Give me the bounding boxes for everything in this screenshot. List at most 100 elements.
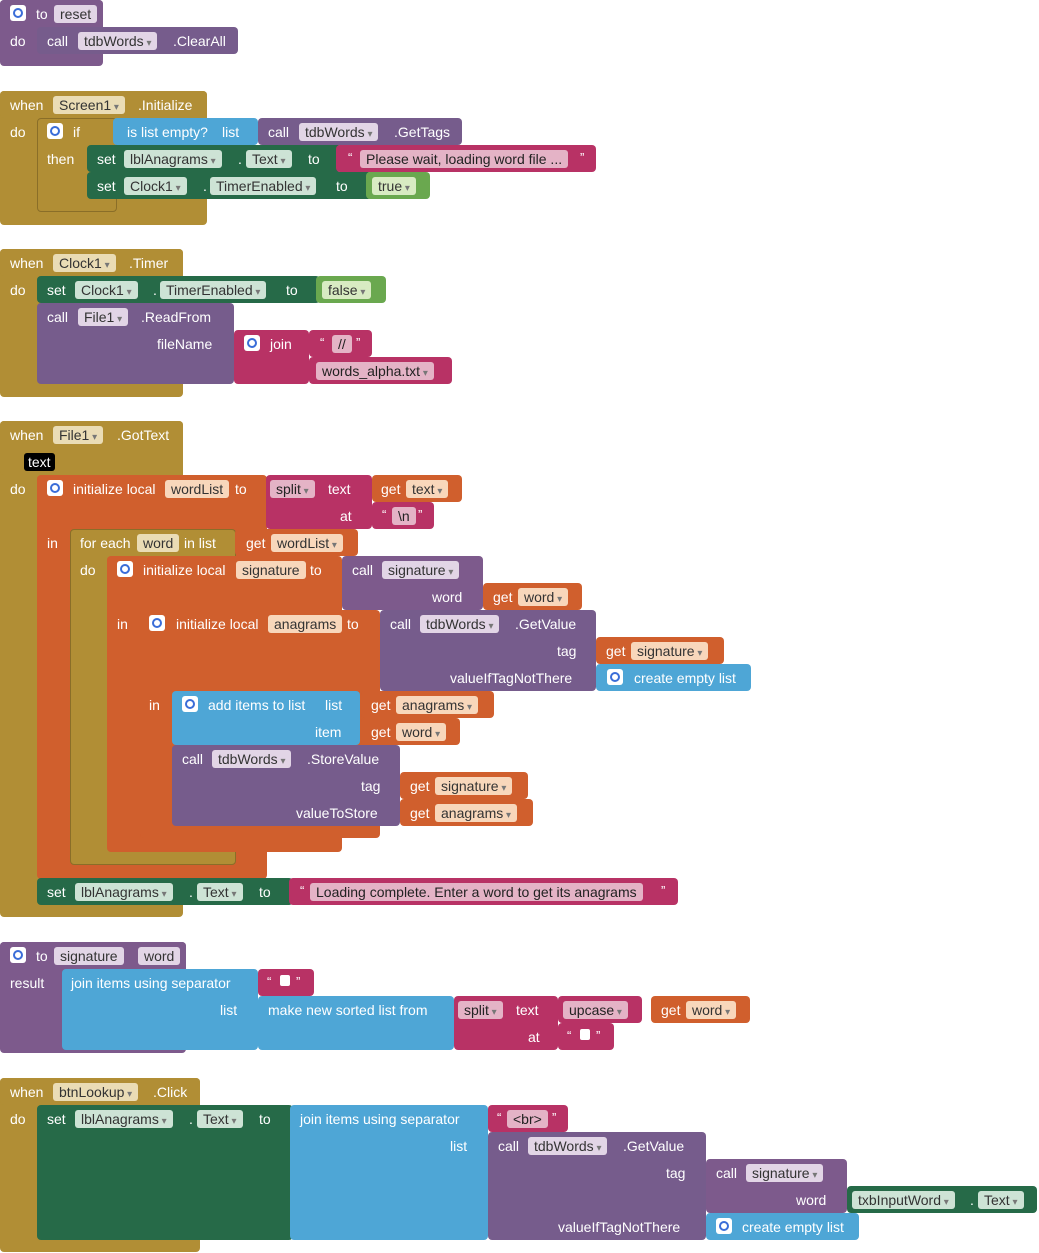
clock1-dropdown[interactable]: Clock1 <box>53 254 116 272</box>
tdbwords-dropdown[interactable]: tdbWords <box>78 32 158 50</box>
empty-string-field[interactable] <box>580 1029 590 1040</box>
anagrams-name-field[interactable]: anagrams <box>268 615 343 633</box>
getvalue-method-label: .GetValue <box>515 616 577 632</box>
if-mutator-gear-icon[interactable] <box>47 123 63 139</box>
newline-field[interactable]: \n <box>392 507 416 525</box>
tdbwords-dropdown[interactable]: tdbWords <box>528 1137 608 1155</box>
init-mutator-gear-icon[interactable] <box>47 480 63 496</box>
when-label: when <box>10 97 44 113</box>
tdbwords-dropdown[interactable]: tdbWords <box>299 123 379 141</box>
word-label: word <box>432 589 463 605</box>
word-loop-variable[interactable]: word <box>137 534 180 552</box>
is-list-empty-label: is list empty? <box>127 124 208 140</box>
word-parameter-field[interactable]: word <box>138 947 181 965</box>
signature-name-field[interactable]: signature <box>236 561 306 579</box>
btnlookup-dropdown[interactable]: btnLookup <box>53 1083 139 1101</box>
timerenabled-dropdown[interactable]: TimerEnabled <box>210 177 317 195</box>
in-label: in <box>47 535 58 551</box>
text-property-dropdown[interactable]: Text <box>246 150 292 168</box>
split-dropdown[interactable]: split <box>458 1001 503 1019</box>
click-event-label: .Click <box>153 1084 188 1100</box>
text-property-dropdown[interactable]: Text <box>197 883 243 901</box>
file1-dropdown[interactable]: File1 <box>53 426 104 444</box>
procedure-name-field[interactable]: reset <box>54 5 98 23</box>
to-label: to <box>336 178 348 194</box>
true-dropdown[interactable]: true <box>372 177 416 195</box>
join-with-separator-block[interactable] <box>290 1105 488 1240</box>
list-mutator-gear-icon[interactable] <box>716 1218 732 1234</box>
to-label: to <box>308 151 320 167</box>
lblanagrams-dropdown[interactable]: lblAnagrams <box>75 1110 173 1128</box>
wordlist-variable-dropdown[interactable]: wordList <box>271 534 343 552</box>
call-label: call <box>352 562 374 578</box>
anagrams-variable-dropdown[interactable]: anagrams <box>435 804 518 822</box>
procedure-name-field[interactable]: signature <box>54 947 124 965</box>
split-dropdown[interactable]: split <box>270 480 315 498</box>
join-with-separator-block[interactable] <box>62 969 258 1050</box>
signature-variable-dropdown[interactable]: signature <box>435 777 513 795</box>
timer-event-label: .Timer <box>129 255 169 271</box>
word-variable-dropdown[interactable]: word <box>396 723 447 741</box>
call-label: call <box>47 33 69 49</box>
empty-string-field[interactable] <box>280 975 290 986</box>
add-items-to-list-block[interactable] <box>172 691 360 745</box>
timerenabled-dropdown[interactable]: TimerEnabled <box>160 281 267 299</box>
upcase-dropdown[interactable]: upcase <box>563 1001 628 1019</box>
text-variable-dropdown[interactable]: text <box>406 480 449 498</box>
txbinputword-dropdown[interactable]: txbInputWord <box>852 1191 955 1209</box>
signature-procedure-dropdown[interactable]: signature <box>746 1164 824 1182</box>
readfrom-call-block[interactable] <box>37 303 234 384</box>
get-label: get <box>371 697 391 713</box>
set-label: set <box>97 151 116 167</box>
initialize-local-label: initialize local <box>143 562 226 578</box>
slashes-field[interactable]: // <box>332 335 352 353</box>
anagrams-variable-dropdown[interactable]: anagrams <box>396 696 479 714</box>
tdbwords-dropdown[interactable]: tdbWords <box>212 750 292 768</box>
words-alpha-dropdown[interactable]: words_alpha.txt <box>316 362 434 380</box>
mutator-gear-icon[interactable] <box>10 947 26 963</box>
make-sorted-list-block[interactable] <box>258 996 454 1050</box>
false-dropdown[interactable]: false <box>322 281 372 299</box>
at-label: at <box>528 1029 540 1045</box>
call-label: call <box>390 616 412 632</box>
get-label: get <box>606 643 626 659</box>
text-parameter[interactable]: text <box>24 453 55 471</box>
lblanagrams-dropdown[interactable]: lblAnagrams <box>124 150 222 168</box>
text-property-dropdown[interactable]: Text <box>978 1191 1024 1209</box>
call-label: call <box>716 1165 738 1181</box>
loading-complete-field[interactable]: Loading complete. Enter a word to get it… <box>310 883 643 901</box>
in-label: in <box>149 697 160 713</box>
list-mutator-gear-icon[interactable] <box>182 696 198 712</box>
is-list-empty-block[interactable] <box>113 118 258 145</box>
join-mutator-gear-icon[interactable] <box>244 335 260 351</box>
init-mutator-gear-icon[interactable] <box>149 615 165 631</box>
clock1-dropdown[interactable]: Clock1 <box>124 177 187 195</box>
word-variable-dropdown[interactable]: word <box>518 588 569 606</box>
init-mutator-gear-icon[interactable] <box>117 561 133 577</box>
mutator-gear-icon[interactable] <box>10 5 26 21</box>
wait-message-field[interactable]: Please wait, loading word file ... <box>360 150 569 168</box>
word-variable-dropdown[interactable]: word <box>686 1001 737 1019</box>
wordlist-name-field[interactable]: wordList <box>165 480 230 498</box>
signature-procedure-dropdown[interactable]: signature <box>382 561 460 579</box>
value-to-store-label: valueToStore <box>296 805 378 821</box>
tdbwords-dropdown[interactable]: tdbWords <box>420 615 500 633</box>
dot-label: . <box>970 1192 974 1208</box>
to-label: to <box>310 562 322 578</box>
list-label: list <box>325 697 343 713</box>
clock1-dropdown[interactable]: Clock1 <box>75 281 138 299</box>
list-mutator-gear-icon[interactable] <box>607 669 623 685</box>
gottext-event-label: .GotText <box>117 427 170 443</box>
text-property-dropdown[interactable]: Text <box>197 1110 243 1128</box>
file1-dropdown[interactable]: File1 <box>78 308 129 326</box>
signature-variable-dropdown[interactable]: signature <box>631 642 709 660</box>
get-label: get <box>493 589 513 605</box>
set-label: set <box>47 1111 66 1127</box>
lblanagrams-dropdown[interactable]: lblAnagrams <box>75 883 173 901</box>
br-field[interactable]: <br> <box>507 1110 548 1128</box>
text-label: text <box>328 481 351 497</box>
list-label: list <box>222 124 240 140</box>
dot-label: . <box>153 282 157 298</box>
tag-label: tag <box>666 1165 686 1181</box>
screen1-dropdown[interactable]: Screen1 <box>53 96 125 114</box>
